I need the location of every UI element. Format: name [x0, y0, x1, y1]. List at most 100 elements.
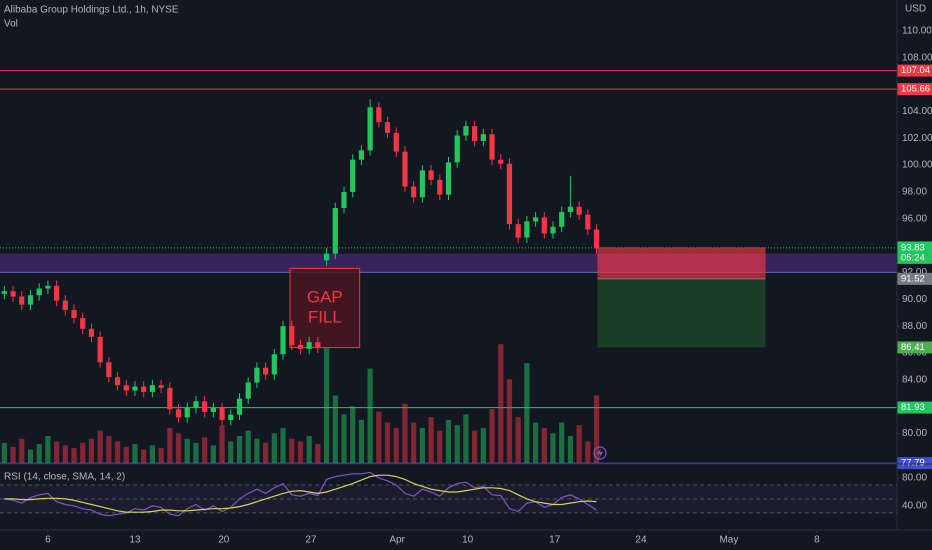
- volume-bar: [498, 344, 504, 463]
- y-tick-label: 104.00: [902, 106, 932, 117]
- volume-bar: [341, 414, 347, 463]
- candle-body: [567, 206, 574, 213]
- candle-body: [114, 377, 121, 386]
- volume-bar: [350, 406, 356, 463]
- volume-bar: [62, 445, 68, 463]
- volume-bar: [97, 430, 103, 463]
- volume-bar: [141, 449, 147, 463]
- candle-body: [45, 285, 51, 289]
- volume-bar: [376, 411, 382, 463]
- y-tick-label: 98.00: [902, 187, 927, 198]
- candle-body: [88, 328, 95, 337]
- target-label: 86.41: [901, 342, 925, 353]
- candle-body: [480, 134, 486, 141]
- volume-bar: [132, 444, 138, 463]
- candle-body: [184, 407, 190, 418]
- y-tick-label: 102.00: [902, 133, 932, 144]
- y-tick-label: 80.00: [902, 428, 927, 439]
- candle-body: [263, 367, 269, 375]
- candle-body: [228, 414, 234, 421]
- entry-label: 91.52: [901, 273, 925, 284]
- volume-bar: [480, 427, 486, 463]
- candle-body: [350, 159, 356, 192]
- volume-bar: [210, 445, 216, 463]
- candle-body: [141, 386, 147, 392]
- candle-body: [419, 170, 425, 198]
- position-reward: [597, 278, 766, 348]
- volume-bar: [585, 441, 591, 463]
- volume-bar: [10, 446, 16, 463]
- y-tick-label: 88.00: [902, 321, 927, 332]
- volume-bar: [271, 433, 277, 463]
- x-tick-label: 6: [45, 535, 51, 546]
- candle-body: [498, 159, 504, 164]
- candle-body: [402, 151, 408, 187]
- level-label: 107.04: [901, 65, 930, 76]
- candle-body: [106, 362, 112, 378]
- candle-body: [445, 162, 452, 195]
- candle-body: [550, 226, 556, 234]
- candle-body: [463, 126, 469, 136]
- candle-body: [19, 296, 25, 305]
- alert-icon-bolt: [597, 448, 603, 458]
- alert-icon[interactable]: [593, 446, 607, 460]
- candle-body: [585, 214, 591, 230]
- candle-body: [376, 107, 382, 123]
- candle-body: [36, 288, 42, 296]
- level-label: 77.79: [901, 458, 925, 469]
- y-tick-label: 84.00: [902, 374, 927, 385]
- candle-body: [202, 401, 208, 413]
- volume-bar: [254, 438, 260, 463]
- candle-body: [210, 407, 216, 413]
- y-tick-label: 100.00: [902, 160, 932, 171]
- volume-bar: [236, 436, 243, 463]
- y-tick-label: 90.00: [902, 294, 927, 305]
- candle-body: [532, 217, 539, 222]
- candle-body: [27, 295, 34, 305]
- candle-body: [254, 367, 260, 383]
- candle-body: [236, 398, 243, 415]
- volume-bar: [114, 441, 121, 463]
- rsi-background: [0, 484, 897, 513]
- candle-body: [175, 409, 182, 418]
- target-label-box: [897, 341, 932, 354]
- candle-body: [53, 285, 60, 301]
- volume-bar: [80, 442, 86, 463]
- candle-body: [1, 291, 7, 294]
- volume-bar: [437, 430, 443, 463]
- candle-body: [559, 212, 565, 227]
- volume-bar: [402, 403, 408, 463]
- x-tick-label: 13: [129, 535, 141, 546]
- volume-bar: [323, 348, 330, 463]
- volume-bar: [550, 433, 556, 463]
- candle-body: [428, 170, 434, 180]
- volume-bar: [123, 446, 129, 463]
- volume-bar: [576, 425, 582, 463]
- candle-body: [245, 382, 251, 399]
- volume-bar: [506, 379, 513, 463]
- candle-body: [297, 344, 304, 349]
- volume-bar: [472, 430, 478, 463]
- chart-title: Alibaba Group Holdings Ltd., 1h, NYSE: [4, 5, 179, 16]
- currency: USD: [905, 4, 926, 15]
- volume-bar: [358, 419, 365, 463]
- volume-bar: [532, 422, 539, 463]
- volume-bar: [306, 436, 312, 463]
- candle-body: [62, 300, 68, 311]
- x-tick-label: 17: [549, 535, 561, 546]
- candle-body: [167, 387, 173, 410]
- candle-body: [332, 208, 338, 254]
- level-label: 81.93: [901, 402, 925, 413]
- candle-body: [393, 132, 399, 152]
- candle-body: [384, 122, 391, 133]
- candle-body: [341, 191, 347, 209]
- volume-bar: [541, 427, 547, 463]
- candle-body: [524, 221, 530, 238]
- candle-body: [506, 163, 513, 225]
- volume-bar: [524, 363, 530, 463]
- candle-body: [489, 134, 495, 160]
- gap-fill-text: GAP: [307, 287, 343, 306]
